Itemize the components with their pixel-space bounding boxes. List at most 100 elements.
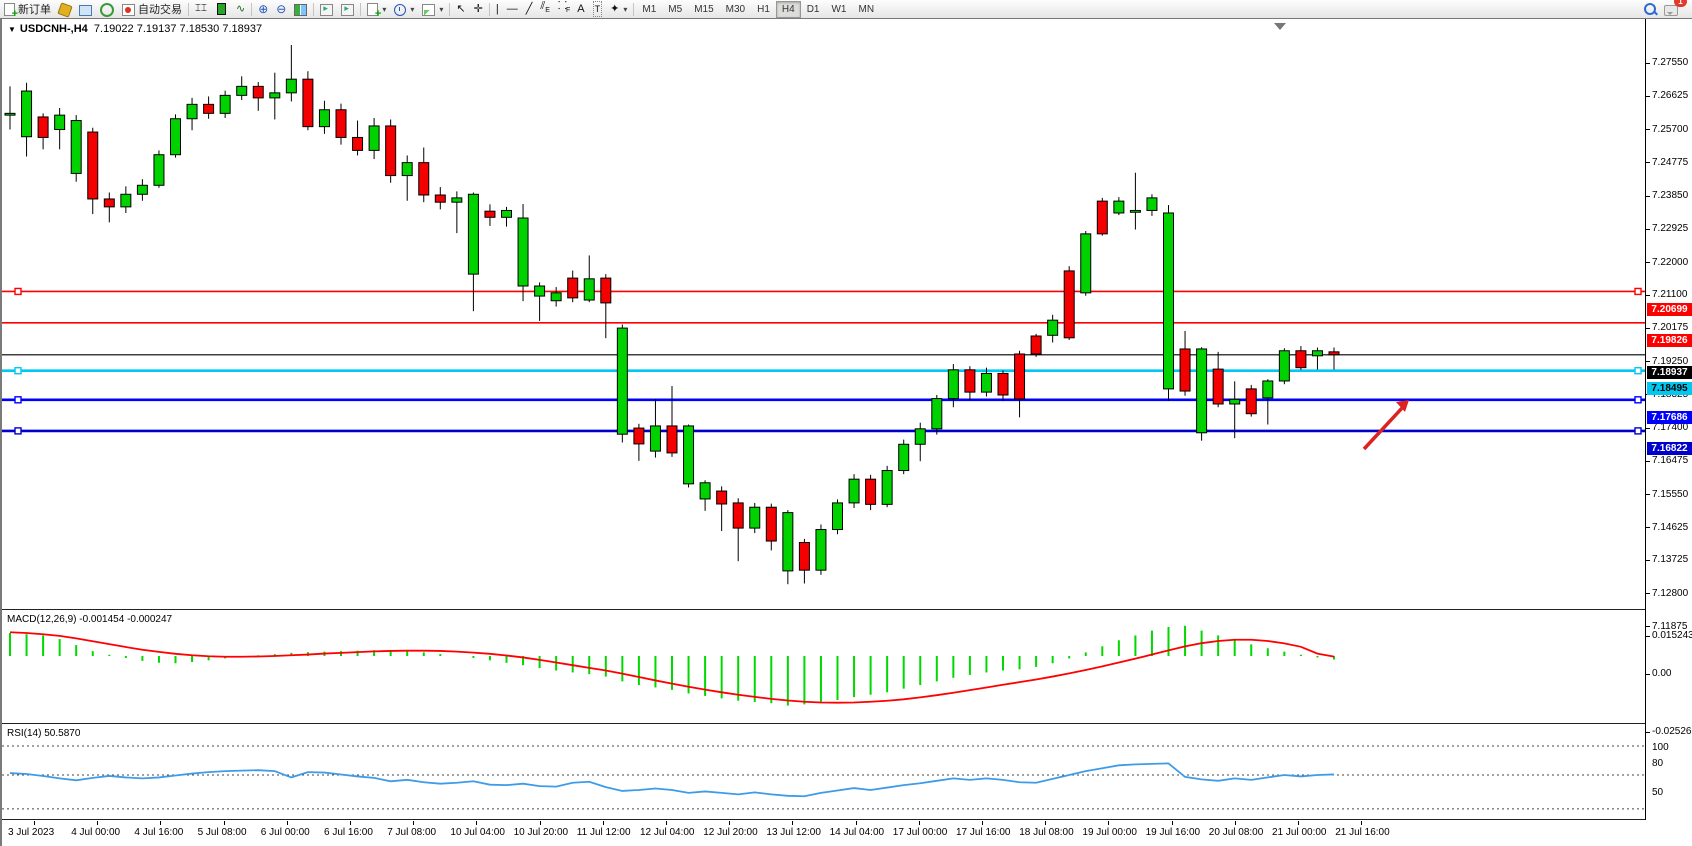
candle-body bbox=[1047, 319, 1059, 336]
line-chart-button[interactable]: ∿ bbox=[232, 1, 249, 17]
time-axis-label: 21 Jul 00:00 bbox=[1272, 827, 1327, 838]
price-tick-label: 7.23850 bbox=[1652, 190, 1689, 202]
terminal-icon bbox=[79, 4, 92, 16]
price-line-label: 7.17686 bbox=[1647, 411, 1692, 425]
new-order-button[interactable]: 新订单 bbox=[0, 1, 55, 19]
zoom-out-button[interactable]: ⊖ bbox=[272, 1, 290, 17]
cursor-button[interactable]: ↖ bbox=[452, 1, 469, 17]
market-watch-button[interactable] bbox=[55, 1, 75, 18]
time-axis-label: 10 Jul 20:00 bbox=[513, 827, 569, 838]
axis-tick bbox=[1646, 95, 1650, 97]
time-axis-label: 12 Jul 04:00 bbox=[640, 827, 695, 838]
time-axis[interactable]: 3 Jul 2023 4 Jul 00:00 4 Jul 16:00 5 Jul 08… bbox=[2, 821, 1692, 846]
text-label-button[interactable]: T bbox=[589, 1, 607, 17]
timeframe-w1-button[interactable]: W1 bbox=[831, 3, 847, 15]
trendline-button[interactable]: ╱ bbox=[522, 1, 537, 17]
axis-tick bbox=[1646, 228, 1650, 230]
arrows-icon: ✦ bbox=[610, 3, 620, 15]
candle-body bbox=[964, 369, 976, 393]
time-axis-label: 21 Jul 16:00 bbox=[1335, 827, 1390, 838]
axis-tick bbox=[1646, 195, 1650, 197]
macd-axis-label: 0.00 bbox=[1652, 668, 1672, 679]
equidistant-channel-button[interactable]: ⫽E bbox=[536, 0, 554, 17]
axis-tick bbox=[1646, 294, 1650, 296]
candle-body bbox=[832, 502, 843, 531]
candlestick-button[interactable] bbox=[211, 1, 232, 17]
timeframe-d1-button[interactable]: D1 bbox=[806, 3, 820, 15]
macd-pane[interactable]: MACD(12,26,9) -0.001454 -0.000247 bbox=[2, 612, 1645, 723]
chat-icon bbox=[1664, 5, 1678, 16]
axis-tick bbox=[1646, 460, 1650, 462]
rsi-pane[interactable]: RSI(14) 50.5870 bbox=[2, 726, 1645, 819]
timeframe-h1-button[interactable]: H1 bbox=[757, 3, 770, 15]
time-axis-label: 7 Jul 08:00 bbox=[387, 827, 437, 838]
macd-axis-label: -0.025267 bbox=[1652, 726, 1692, 737]
rsi-axis-label: 80 bbox=[1652, 757, 1664, 769]
vertical-line-button[interactable]: | bbox=[492, 1, 503, 17]
time-axis-tick bbox=[34, 821, 35, 825]
autotrading-button[interactable]: 自动交易 bbox=[118, 1, 186, 17]
macd-indicator-label: MACD(12,26,9) -0.001454 -0.000247 bbox=[7, 614, 173, 625]
timeframe-h4-button[interactable]: H4 bbox=[775, 0, 801, 18]
price-line-label: 7.16822 bbox=[1647, 442, 1692, 456]
search-button[interactable] bbox=[1640, 1, 1660, 17]
price-tick-label: 7.27550 bbox=[1652, 57, 1689, 68]
candle-body bbox=[153, 154, 165, 186]
candlestick-chart[interactable] bbox=[2, 19, 1645, 609]
price-line-label: 7.18937 bbox=[1647, 366, 1692, 380]
timeframe-mn-button[interactable]: MN bbox=[858, 3, 875, 15]
chevron-down-icon: ▾ bbox=[623, 4, 628, 14]
search-icon bbox=[1644, 3, 1656, 15]
macd-chart bbox=[9, 625, 1335, 706]
candle-body bbox=[1212, 368, 1224, 405]
time-axis-tick bbox=[1361, 821, 1363, 825]
candle-body bbox=[798, 541, 810, 571]
toolbar-separator bbox=[360, 2, 362, 16]
chart-shift-button[interactable] bbox=[337, 1, 358, 17]
fibonacci-button[interactable]: ⸬F bbox=[554, 0, 573, 17]
zoom-out-icon: ⊖ bbox=[276, 2, 287, 16]
axis-tick bbox=[1646, 62, 1650, 64]
candle-body bbox=[120, 193, 132, 208]
candle-body bbox=[1063, 270, 1075, 339]
profiles-button[interactable]: ▾ bbox=[390, 1, 418, 17]
time-axis-tick bbox=[729, 821, 731, 825]
timeframe-m5-button[interactable]: M5 bbox=[668, 3, 683, 15]
price-tick-label: 7.11875 bbox=[1652, 620, 1688, 632]
toolbar-separator bbox=[633, 2, 635, 16]
price-tick-label: 7.19250 bbox=[1652, 355, 1689, 367]
candle-body bbox=[401, 162, 413, 177]
timeframe-m15-button[interactable]: M15 bbox=[694, 3, 714, 15]
signals-button[interactable] bbox=[96, 1, 118, 17]
text-button[interactable]: A bbox=[573, 1, 588, 17]
terminal-button[interactable] bbox=[75, 1, 96, 17]
text-icon: A bbox=[577, 3, 585, 15]
candle-body bbox=[484, 210, 496, 218]
chat-button[interactable]: 1 bbox=[1660, 0, 1687, 17]
price-axis[interactable]: 7.27550 7.26625 7.25700 7.24775 7.23850 7.229… bbox=[1645, 19, 1692, 840]
timeframe-m30-button[interactable]: M30 bbox=[725, 3, 746, 15]
candle-body bbox=[980, 372, 992, 393]
candle-body bbox=[37, 116, 49, 138]
axis-tick bbox=[1646, 731, 1650, 733]
arrows-button[interactable]: ✦ ▾ bbox=[606, 1, 631, 17]
crosshair-button[interactable]: ✛ bbox=[470, 1, 487, 17]
time-axis-label: 19 Jul 00:00 bbox=[1082, 827, 1137, 838]
price-tick-label: 7.14625 bbox=[1652, 521, 1689, 533]
line-handle bbox=[14, 396, 22, 404]
indicators-button[interactable]: ▾ bbox=[418, 1, 447, 17]
line-handle bbox=[1634, 396, 1642, 404]
equidistant-channel-icon: ⫽E bbox=[540, 0, 550, 15]
auto-arrange-button[interactable] bbox=[316, 1, 337, 17]
indicators-icon bbox=[422, 3, 436, 16]
time-axis-tick bbox=[666, 821, 667, 825]
new-chart-button[interactable]: ▾ bbox=[363, 1, 390, 19]
candle-body bbox=[203, 103, 215, 114]
tile-windows-button[interactable] bbox=[290, 1, 311, 17]
zoom-in-button[interactable]: ⊕ bbox=[254, 1, 272, 17]
bar-chart-button[interactable]: ⌶⌶ bbox=[191, 1, 211, 17]
timeframe-m1-button[interactable]: M1 bbox=[642, 3, 657, 15]
horizontal-line-button[interactable]: — bbox=[503, 1, 522, 17]
candle-body bbox=[1080, 233, 1092, 294]
price-chart-pane[interactable] bbox=[2, 19, 1645, 609]
